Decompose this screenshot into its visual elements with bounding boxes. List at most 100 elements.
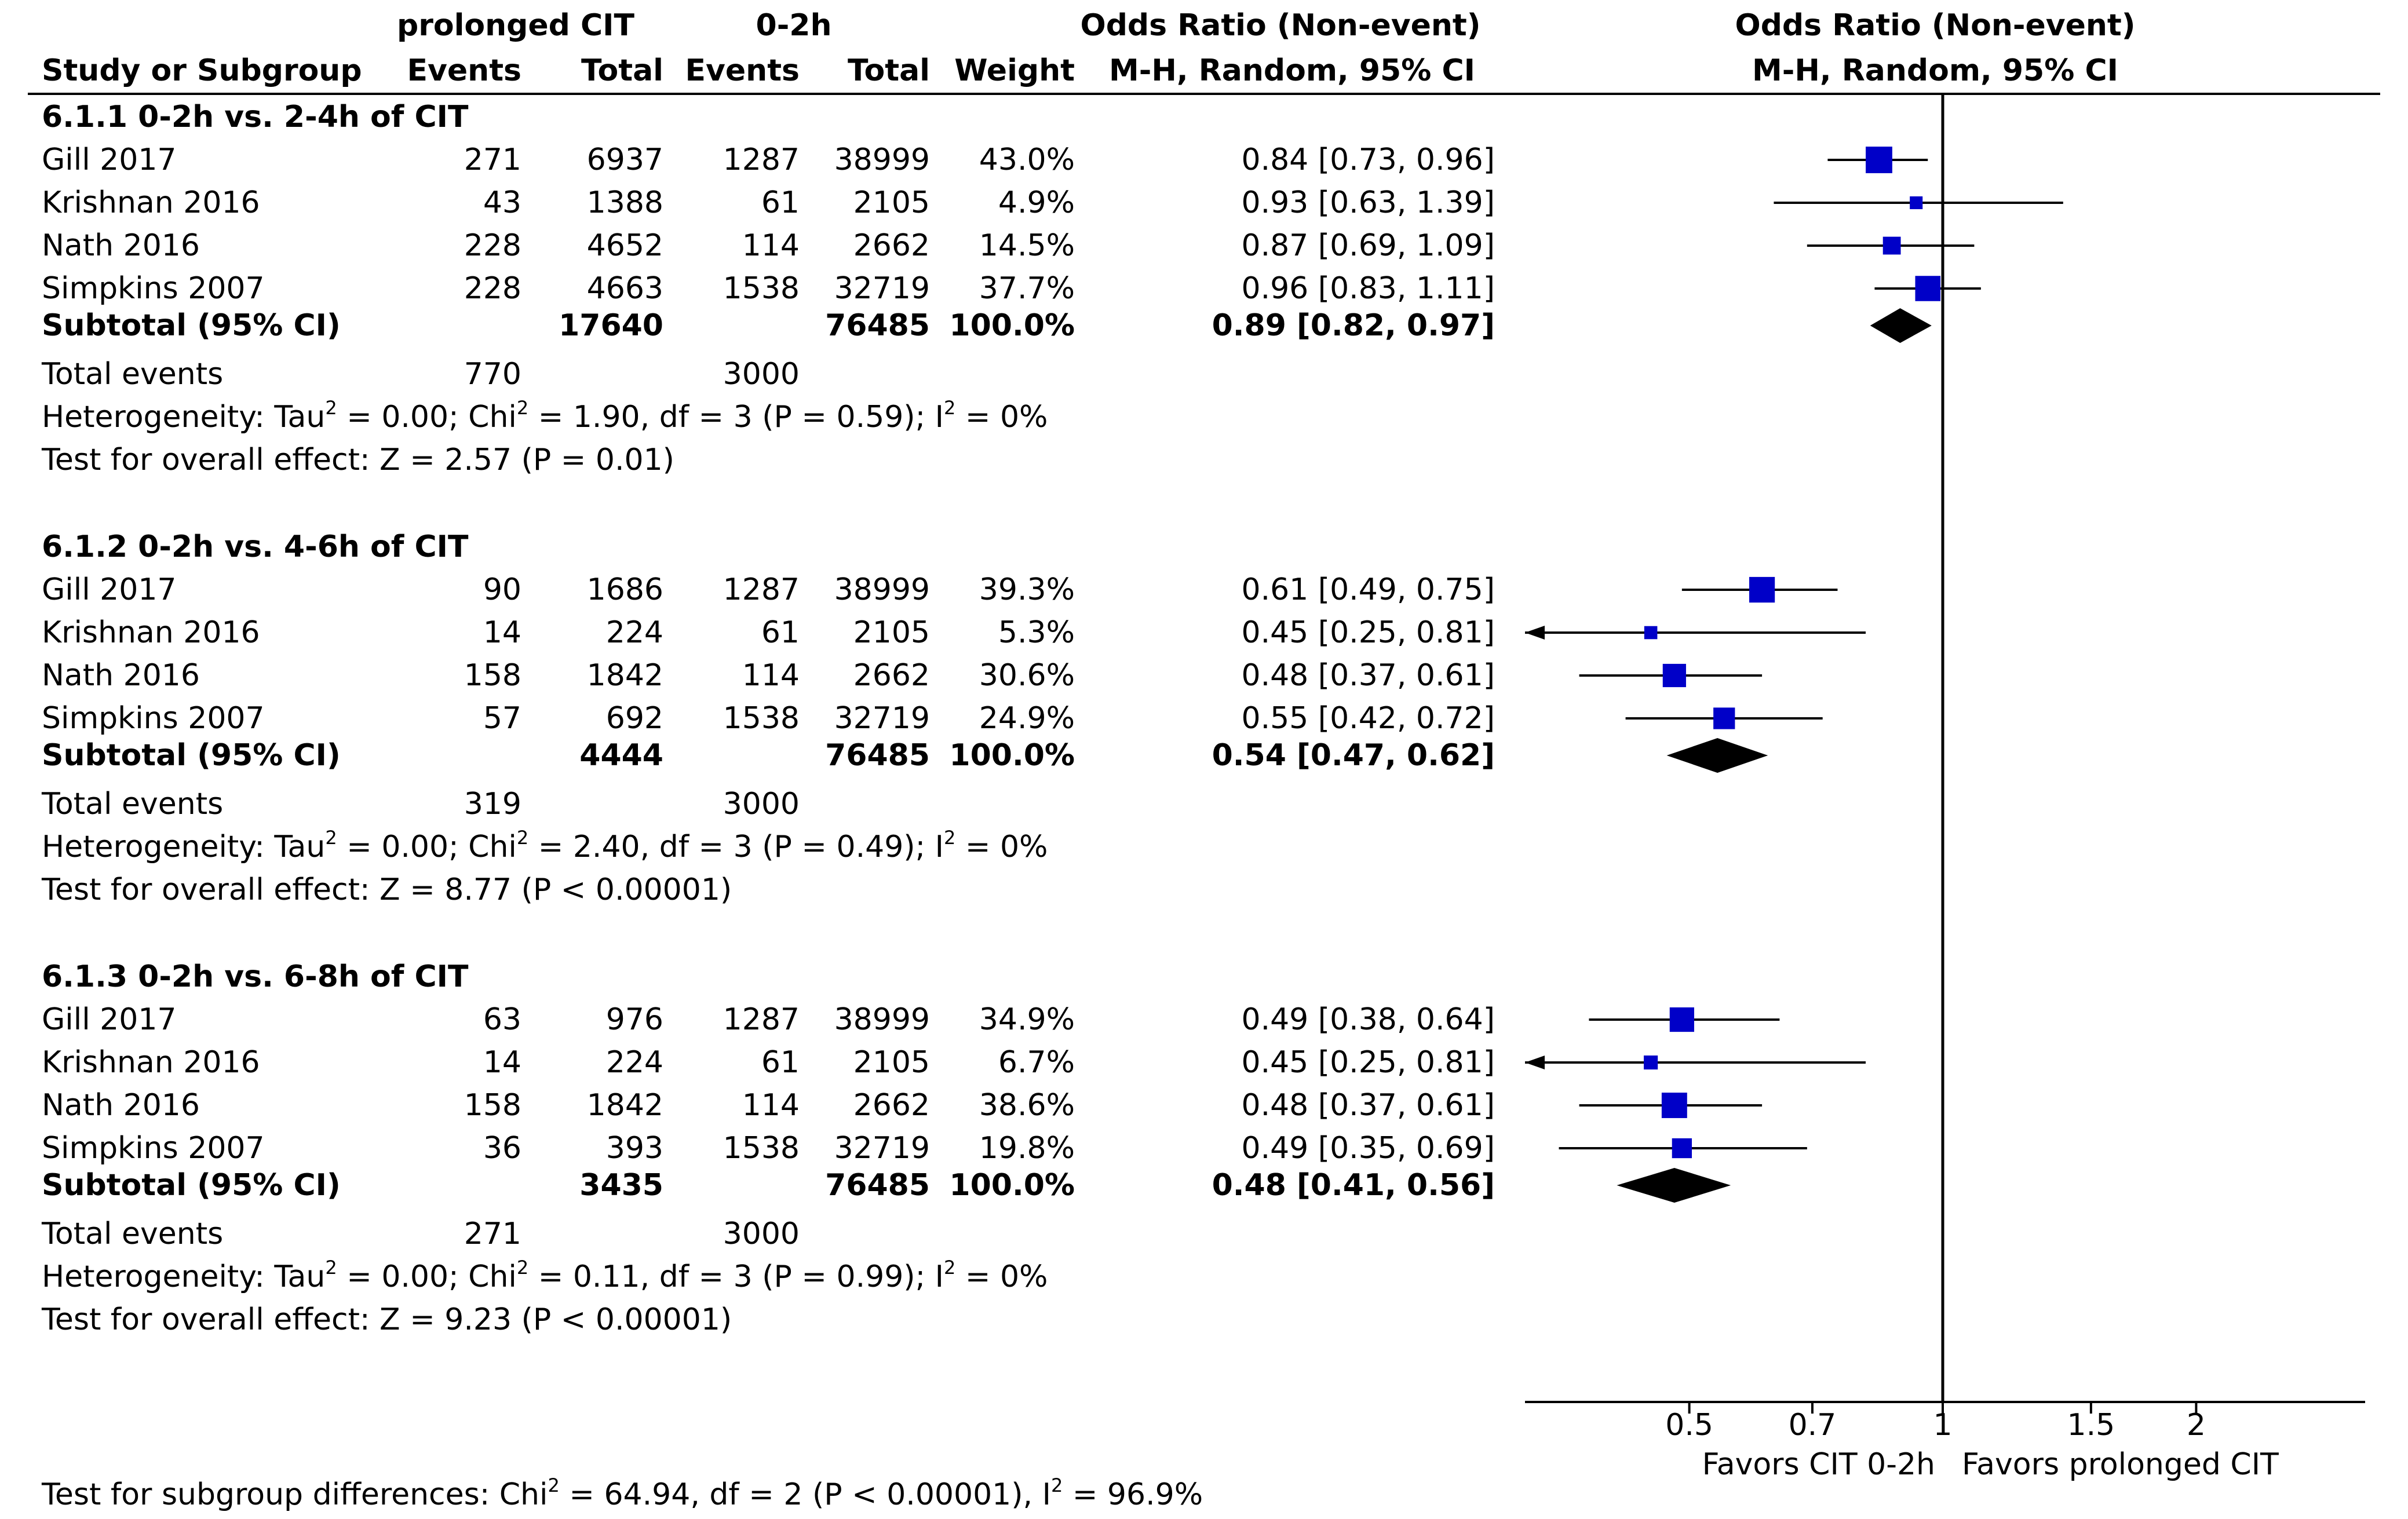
- subtotal-exp-total: 17640: [559, 308, 663, 343]
- subtotal-label: Subtotal (95% CI): [42, 1168, 341, 1203]
- exp-events-cell: 158: [464, 658, 521, 693]
- total-events-exp: 271: [464, 1217, 521, 1251]
- ctrl-events-cell: 61: [761, 185, 800, 220]
- exp-total-cell: 393: [605, 1131, 663, 1166]
- ctrl-events-cell: 1538: [723, 701, 800, 736]
- heterogeneity-text: Heterogeneity: Tau2 = 0.00; Chi2 = 1.90,…: [42, 397, 1048, 434]
- subtotal-exp-total: 4444: [579, 738, 663, 773]
- header-ctrl-group: 0-2h: [756, 8, 832, 43]
- study-name: Krishnan 2016: [42, 185, 260, 220]
- exp-events-cell: 14: [483, 1045, 521, 1080]
- ctrl-events-cell: 1287: [723, 572, 800, 607]
- odds-ratio-ci-cell: 0.93 [0.63, 1.39]: [1241, 185, 1495, 220]
- exp-events-cell: 43: [483, 185, 521, 220]
- total-events-label: Total events: [42, 357, 224, 392]
- odds-ratio-ci-cell: 0.49 [0.35, 0.69]: [1241, 1131, 1495, 1166]
- study-marker: [1915, 276, 1941, 301]
- odds-ratio-ci-cell: 0.84 [0.73, 0.96]: [1241, 143, 1495, 177]
- ctrl-total-cell: 2105: [853, 185, 930, 220]
- exp-total-cell: 6937: [586, 143, 663, 177]
- exp-events-cell: 90: [483, 572, 521, 607]
- header-rule: [28, 93, 2380, 95]
- subgroup-title: 6.1.2 0-2h vs. 4-6h of CIT: [42, 530, 469, 564]
- subtotal-ctrl-total: 76485: [825, 308, 930, 343]
- study-name: Gill 2017: [42, 1002, 177, 1037]
- header-ctrl-events: Events: [685, 53, 800, 88]
- total-events-ctrl: 3000: [723, 357, 800, 392]
- exp-total-cell: 1388: [586, 185, 663, 220]
- weight-cell: 30.6%: [979, 658, 1075, 693]
- subgroup-title: 6.1.1 0-2h vs. 2-4h of CIT: [42, 100, 469, 134]
- odds-ratio-ci-cell: 0.48 [0.37, 0.61]: [1241, 658, 1495, 693]
- odds-ratio-ci-cell: 0.45 [0.25, 0.81]: [1241, 615, 1495, 650]
- weight-cell: 39.3%: [979, 572, 1075, 607]
- study-name: Simpkins 2007: [42, 271, 265, 306]
- header-weight: Weight: [954, 53, 1075, 88]
- header-plot-method: M-H, Random, 95% CI: [1752, 53, 2118, 88]
- subtotal-ci: 0.54 [0.47, 0.62]: [1212, 738, 1495, 773]
- ctrl-events-cell: 114: [742, 1088, 800, 1123]
- ctrl-total-cell: 2662: [853, 228, 930, 263]
- study-marker: [1713, 707, 1735, 729]
- weight-cell: 6.7%: [998, 1045, 1075, 1080]
- study-name: Gill 2017: [42, 143, 177, 177]
- ctrl-total-cell: 2662: [853, 658, 930, 693]
- ctrl-total-cell: 32719: [834, 271, 930, 306]
- ctrl-events-cell: 1538: [723, 271, 800, 306]
- exp-total-cell: 692: [605, 701, 663, 736]
- exp-events-cell: 36: [483, 1131, 521, 1166]
- exp-total-cell: 4652: [586, 228, 663, 263]
- study-name: Nath 2016: [42, 658, 200, 693]
- exp-events-cell: 158: [464, 1088, 521, 1123]
- exp-total-cell: 1842: [586, 658, 663, 693]
- exp-total-cell: 224: [605, 615, 663, 650]
- exp-events-cell: 57: [483, 701, 521, 736]
- subtotal-label: Subtotal (95% CI): [42, 308, 341, 343]
- study-marker: [1866, 147, 1892, 173]
- exp-total-cell: 976: [605, 1002, 663, 1037]
- header-plot-title: Odds Ratio (Non-event): [1735, 8, 2136, 43]
- total-events-exp: 770: [464, 357, 521, 392]
- favors-right-label: Favors prolonged CIT: [1962, 1447, 2279, 1482]
- study-name: Nath 2016: [42, 228, 200, 263]
- weight-cell: 24.9%: [979, 701, 1075, 736]
- header-exp-group: prolonged CIT: [397, 8, 634, 43]
- odds-ratio-ci-cell: 0.45 [0.25, 0.81]: [1241, 1045, 1495, 1080]
- subtotal-label: Subtotal (95% CI): [42, 738, 341, 773]
- ctrl-events-cell: 114: [742, 658, 800, 693]
- study-marker: [1749, 576, 1775, 603]
- favors-left-label: Favors CIT 0-2h: [1702, 1447, 1935, 1482]
- header-exp-events: Events: [407, 53, 521, 88]
- study-marker: [1661, 1093, 1687, 1118]
- exp-events-cell: 228: [464, 271, 521, 306]
- total-events-exp: 319: [464, 787, 521, 821]
- odds-ratio-ci-cell: 0.48 [0.37, 0.61]: [1241, 1088, 1495, 1123]
- study-name: Krishnan 2016: [42, 1045, 260, 1080]
- subtotal-diamond: [1617, 1168, 1731, 1203]
- weight-cell: 14.5%: [979, 228, 1075, 263]
- ctrl-total-cell: 38999: [834, 143, 930, 177]
- total-events-ctrl: 3000: [723, 1217, 800, 1251]
- subgroup-title: 6.1.3 0-2h vs. 6-8h of CIT: [42, 959, 469, 994]
- exp-total-cell: 224: [605, 1045, 663, 1080]
- ci-truncation-arrow: [1525, 626, 1545, 640]
- header-study: Study or Subgroup: [42, 53, 362, 88]
- ctrl-events-cell: 114: [742, 228, 800, 263]
- subtotal-ci: 0.89 [0.82, 0.97]: [1212, 308, 1495, 343]
- study-marker: [1672, 1138, 1692, 1159]
- odds-ratio-ci-cell: 0.87 [0.69, 1.09]: [1241, 228, 1495, 263]
- study-marker: [1644, 626, 1658, 640]
- subtotal-weight: 100.0%: [949, 308, 1075, 343]
- subtotal-ctrl-total: 76485: [825, 738, 930, 773]
- ctrl-events-cell: 61: [761, 1045, 800, 1080]
- study-marker: [1882, 236, 1901, 255]
- subtotal-ci: 0.48 [0.41, 0.56]: [1212, 1168, 1495, 1203]
- study-marker: [1669, 1007, 1694, 1032]
- header-ctrl-total: Total: [847, 53, 930, 88]
- overall-effect-text: Test for overall effect: Z = 8.77 (P < 0…: [42, 872, 732, 907]
- subtotal-diamond: [1666, 738, 1768, 773]
- subgroup-differences-test: Test for subgroup differences: Chi2 = 64…: [42, 1474, 1203, 1512]
- study-name: Simpkins 2007: [42, 1131, 265, 1166]
